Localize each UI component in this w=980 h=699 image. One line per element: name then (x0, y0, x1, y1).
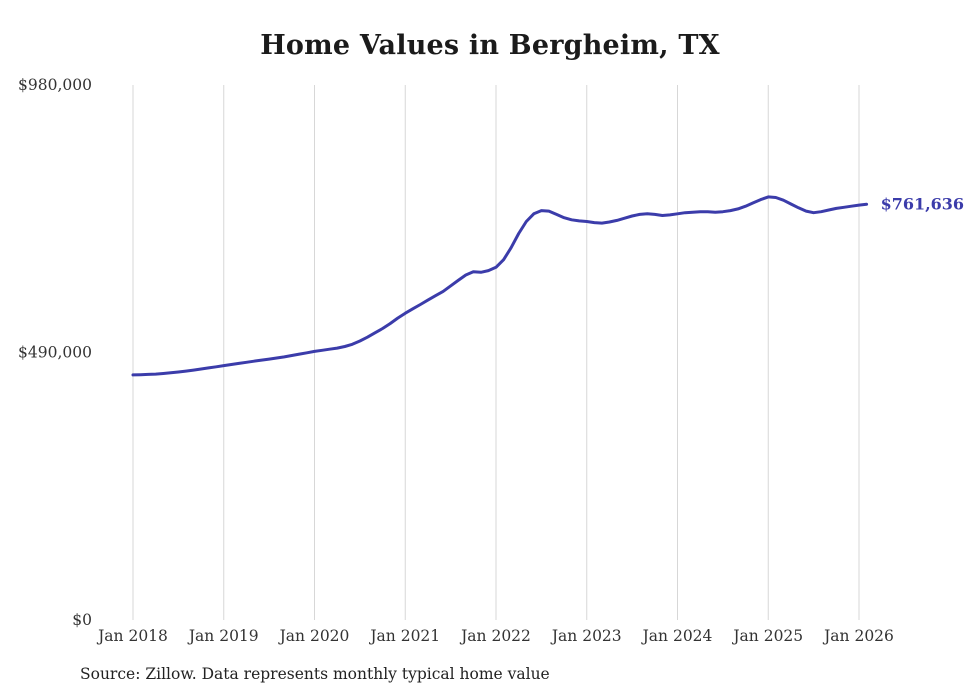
x-axis-tick-label: Jan 2026 (822, 627, 894, 645)
y-axis-tick-label: $980,000 (18, 76, 92, 94)
x-axis-tick-label: Jan 2024 (641, 627, 713, 645)
x-axis-tick-label: Jan 2022 (459, 627, 531, 645)
chart-title: Home Values in Bergheim, TX (260, 30, 720, 61)
x-axis-tick-label: Jan 2023 (550, 627, 622, 645)
y-axis-tick-label: $490,000 (18, 344, 92, 362)
home-value-line (131, 195, 869, 377)
y-axis-tick-label: $0 (72, 611, 92, 629)
x-axis-tick-label: Jan 2025 (731, 627, 803, 645)
source-note: Source: Zillow. Data represents monthly … (80, 665, 550, 683)
x-axis-tick-label: Jan 2021 (368, 627, 440, 645)
end-value-label: $761,636 (881, 195, 965, 214)
x-axis-tick-label: Jan 2020 (278, 627, 350, 645)
x-axis-tick-label: Jan 2018 (96, 627, 168, 645)
x-axis-tick-label: Jan 2019 (187, 627, 259, 645)
